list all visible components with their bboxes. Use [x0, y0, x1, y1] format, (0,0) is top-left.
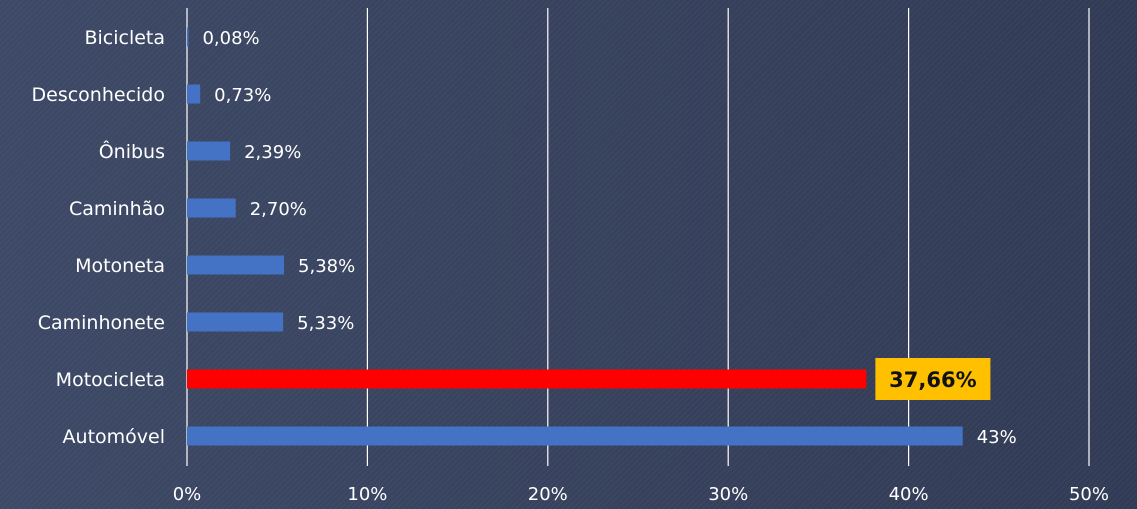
value-label: 0,08%: [202, 28, 259, 49]
value-label: 43%: [977, 427, 1017, 448]
category-label: Ônibus: [99, 139, 165, 163]
value-label: 5,33%: [297, 313, 354, 334]
category-label: Automóvel: [63, 426, 165, 448]
category-label: Motoneta: [75, 255, 165, 277]
value-label: 2,39%: [244, 142, 301, 163]
value-label: 2,70%: [250, 199, 307, 220]
bars: [187, 27, 963, 446]
labels: 0% 10% 20% 30% 40% 50% Bicicleta 0,08% Desconhec…: [32, 27, 1109, 505]
x-tick-label-10: 10%: [347, 484, 387, 505]
gridlines: [186, 8, 1090, 466]
category-label: Desconhecido: [32, 84, 165, 106]
bar-caminhão: [187, 198, 236, 218]
value-label-highlight: 37,66%: [889, 368, 976, 392]
x-tick-label-0: 0%: [173, 484, 202, 505]
bar-motoneta: [187, 255, 285, 275]
x-tick-label-40: 40%: [889, 484, 929, 505]
category-label: Caminhonete: [38, 312, 165, 334]
x-tick-label-30: 30%: [708, 484, 748, 505]
bar-automóvel: [187, 426, 963, 446]
bar-ônibus: [187, 141, 231, 161]
bar-caminhonete: [187, 312, 284, 332]
x-tick-label-20: 20%: [528, 484, 568, 505]
category-label: Caminhão: [69, 198, 165, 220]
x-tick-label-50: 50%: [1069, 484, 1109, 505]
category-label: Bicicleta: [84, 27, 165, 49]
category-label: Motocicleta: [56, 369, 165, 391]
bar-motocicleta: [187, 369, 867, 389]
value-label: 5,38%: [298, 256, 355, 277]
bar-bicicleta: [187, 27, 189, 47]
value-label: 0,73%: [214, 85, 271, 106]
bar-desconhecido: [187, 84, 201, 104]
highlight-label-box: [875, 358, 991, 400]
